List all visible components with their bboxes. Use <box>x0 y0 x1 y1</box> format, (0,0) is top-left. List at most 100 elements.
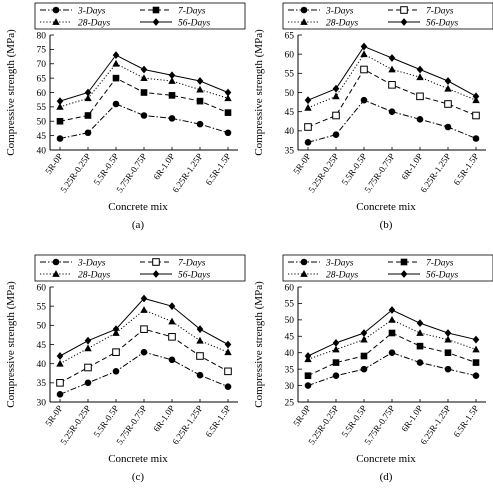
legend-label-56-Days: 56-Days <box>178 271 210 281</box>
legend-marker-56-Days <box>400 18 408 26</box>
data-point-28-Days <box>56 102 64 110</box>
data-point-56-Days <box>140 65 148 74</box>
legend-label-3-Days: 3-Days <box>77 259 106 269</box>
data-point-7-Days <box>416 342 424 350</box>
legend-label-7-Days: 7-Days <box>178 7 206 17</box>
legend: 3-Days 7-Days 28-Days 56-Days <box>282 254 493 282</box>
legend-marker-3-Days <box>300 6 308 14</box>
data-point-56-Days <box>472 335 480 344</box>
data-point-7-Days <box>112 74 120 82</box>
series-56-Days <box>304 42 480 105</box>
data-point-3-Days <box>332 372 340 380</box>
series-28-Days <box>56 59 232 110</box>
data-point-3-Days <box>140 112 148 119</box>
y-tick-label: 50 <box>285 316 295 326</box>
series-3-Days <box>56 100 232 142</box>
series-28-Days <box>304 50 480 111</box>
data-point-28-Days <box>416 329 424 336</box>
data-point-7-Days <box>224 109 232 116</box>
x-tick-label: 5.5R-0.5P <box>340 403 369 439</box>
y-tick-label: 55 <box>285 300 295 310</box>
data-point-56-Days <box>304 352 312 360</box>
data-point-7-Days <box>472 359 480 366</box>
legend-marker-7-Days <box>152 6 160 14</box>
data-point-7-Days <box>332 111 340 120</box>
y-tick-label: 50 <box>37 118 47 128</box>
data-point-7-Days <box>416 92 424 101</box>
data-point-3-Days <box>416 359 424 366</box>
legend-box <box>34 254 246 282</box>
y-tick-label: 40 <box>285 349 295 359</box>
data-point-7-Days <box>168 92 176 99</box>
data-point-7-Days <box>56 117 64 125</box>
x-axis-label: Concrete mix <box>108 453 168 465</box>
data-point-28-Days <box>112 59 120 67</box>
data-point-7-Days <box>196 352 204 360</box>
data-point-7-Days <box>140 89 148 96</box>
data-point-3-Days <box>112 368 120 375</box>
legend-box <box>282 2 493 30</box>
data-point-3-Days <box>84 129 92 137</box>
data-point-28-Days <box>332 345 340 353</box>
y-tick-label: 25 <box>285 398 295 408</box>
data-point-3-Days <box>224 129 232 137</box>
legend-label-28-Days: 28-Days <box>326 271 358 281</box>
y-tick-label: 45 <box>37 132 47 142</box>
data-point-28-Days <box>332 92 340 100</box>
y-tick-label: 30 <box>37 398 47 408</box>
y-tick-label: 45 <box>285 333 295 343</box>
data-point-28-Days <box>196 85 204 93</box>
legend: 3-Days 7-Days 28-Days 56-Days <box>34 254 246 282</box>
data-point-56-Days <box>332 84 340 93</box>
y-tick-label: 80 <box>37 31 47 41</box>
y-tick-label: 35 <box>37 379 47 389</box>
y-tick-label: 35 <box>285 146 295 156</box>
data-point-56-Days <box>84 336 92 345</box>
data-point-28-Days <box>416 73 424 81</box>
data-point-7-Days <box>84 363 92 372</box>
data-point-3-Days <box>444 123 452 131</box>
x-tick-label: 6.5R-1.5P <box>452 403 481 439</box>
data-point-56-Days <box>56 352 64 360</box>
legend-marker-28-Days <box>52 18 60 25</box>
data-point-7-Days <box>112 348 120 356</box>
x-tick-label: 6R-1.0P <box>399 403 424 433</box>
legend-marker-56-Days <box>400 270 408 278</box>
y-tick-label: 60 <box>285 50 295 60</box>
data-point-7-Days <box>304 123 312 131</box>
data-point-7-Days <box>444 349 452 357</box>
data-point-28-Days <box>140 306 148 313</box>
legend-label-7-Days: 7-Days <box>426 259 454 269</box>
chart-panel-b: 3-Days 7-Days 28-Days 56-Days 35 40 45 50 55 60 65… <box>253 2 493 231</box>
legend-marker-28-Days <box>52 270 60 277</box>
legend-label-3-Days: 3-Days <box>325 259 354 269</box>
series-3-Days <box>304 96 480 146</box>
data-point-56-Days <box>84 88 92 97</box>
y-axis-label: Compressive strength (MPa) <box>253 29 265 156</box>
x-tick-label: 5R-0P <box>43 403 64 428</box>
legend-label-28-Days: 28-Days <box>326 19 358 29</box>
y-tick-label: 60 <box>285 283 295 293</box>
series-28-Days <box>304 315 480 363</box>
data-point-3-Days <box>388 108 396 115</box>
legend-label-56-Days: 56-Days <box>426 271 458 281</box>
data-point-7-Days <box>360 65 368 74</box>
data-point-28-Days <box>304 103 312 111</box>
panel-caption: (b) <box>380 219 393 231</box>
data-point-56-Days <box>388 54 396 62</box>
legend-label-56-Days: 56-Days <box>178 19 210 29</box>
legend-label-56-Days: 56-Days <box>426 19 458 29</box>
data-point-56-Days <box>140 294 148 303</box>
data-point-56-Days <box>224 340 232 349</box>
legend-marker-28-Days <box>300 18 308 25</box>
series-7-Days <box>304 65 480 131</box>
x-tick-label: 5.5R-0.5P <box>340 151 369 187</box>
legend-label-28-Days: 28-Days <box>78 271 110 281</box>
data-point-3-Days <box>84 379 92 387</box>
legend-marker-28-Days <box>300 270 308 277</box>
y-tick-label: 65 <box>285 31 295 41</box>
data-point-28-Days <box>224 94 232 102</box>
y-tick-label: 70 <box>37 60 47 70</box>
data-point-7-Days <box>224 367 232 376</box>
data-point-7-Days <box>388 81 396 89</box>
